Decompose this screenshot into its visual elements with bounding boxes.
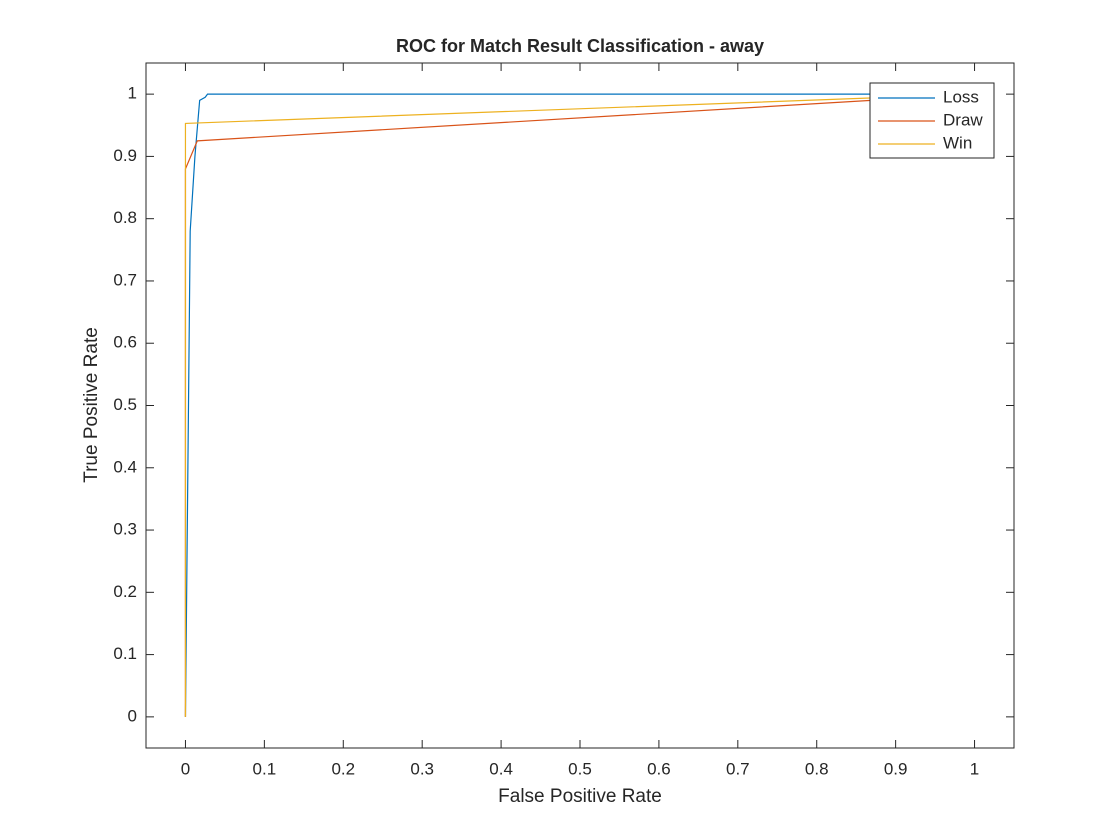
y-tick-label: 1 [128, 84, 137, 103]
y-tick-label: 0.6 [113, 333, 137, 352]
x-tick-label: 0.4 [489, 759, 513, 778]
x-tick-label: 0 [181, 759, 190, 778]
x-tick-label: 0.9 [884, 759, 908, 778]
legend-label: Win [943, 133, 972, 152]
y-tick-label: 0.4 [113, 457, 137, 476]
x-tick-label: 1 [970, 759, 979, 778]
y-tick-label: 0.7 [113, 270, 137, 289]
series-line [184, 93, 975, 717]
x-tick-label: 0.8 [805, 759, 829, 778]
y-axis-label: True Positive Rate [81, 327, 102, 483]
y-tick-label: 0.3 [113, 520, 137, 539]
x-tick-label: 0.6 [647, 759, 671, 778]
y-tick-label: 0.5 [113, 395, 137, 414]
x-tick-label: 0.1 [253, 759, 277, 778]
legend-label: Loss [943, 87, 979, 106]
y-tick-label: 0.2 [113, 582, 137, 601]
x-tick-label: 0.2 [331, 759, 355, 778]
series-line [184, 93, 975, 717]
x-tick-label: 0.7 [726, 759, 750, 778]
x-tick-label: 0.5 [568, 759, 592, 778]
y-tick-label: 0.8 [113, 208, 137, 227]
legend-label: Draw [943, 110, 983, 129]
y-tick-label: 0.9 [113, 146, 137, 165]
plot-area [145, 62, 1015, 749]
x-tick-label: 0.3 [410, 759, 434, 778]
x-axis-label: False Positive Rate [498, 786, 662, 807]
y-tick-label: 0 [128, 706, 137, 725]
chart-title: ROC for Match Result Classification - aw… [396, 36, 764, 56]
y-tick-label: 0.1 [113, 644, 137, 663]
